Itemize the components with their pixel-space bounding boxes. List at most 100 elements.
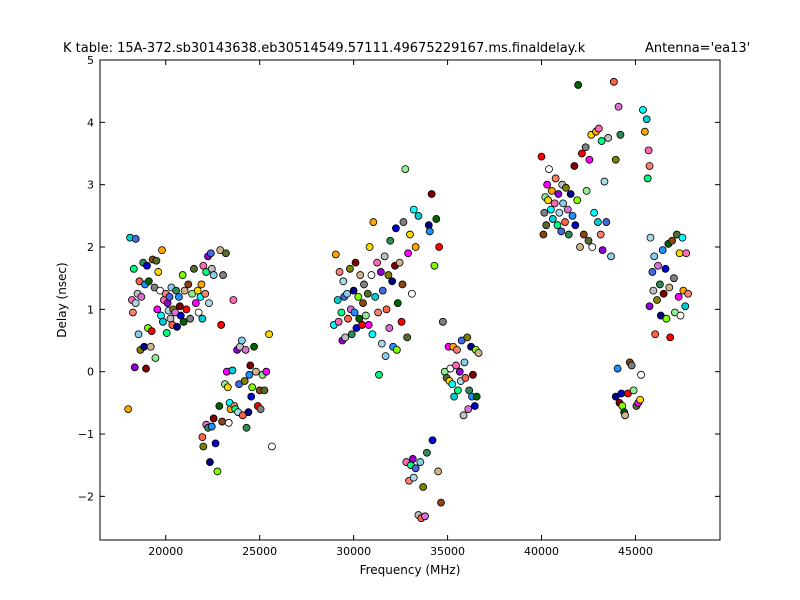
data-point [557, 227, 566, 236]
data-point [616, 130, 625, 139]
data-point [613, 364, 622, 373]
data-point [395, 258, 404, 267]
data-point [675, 249, 684, 258]
data-point [645, 302, 654, 311]
data-point [129, 264, 138, 273]
data-point [224, 418, 233, 427]
data-point [358, 321, 366, 329]
data-point [609, 77, 618, 86]
data-point [547, 187, 556, 195]
data-point [629, 386, 638, 395]
data-point [681, 302, 690, 311]
data-point [378, 286, 387, 295]
x-axis-label: Frequency (MHz) [360, 563, 461, 577]
data-point [335, 268, 344, 276]
data-point [199, 261, 208, 270]
data-point [421, 512, 429, 521]
data-point [244, 408, 253, 417]
data-point [437, 498, 445, 507]
data-point [582, 187, 591, 195]
plot-area [99, 59, 721, 541]
data-point [365, 243, 374, 251]
data-point [241, 345, 250, 354]
data-point [369, 218, 378, 226]
data-point [665, 283, 674, 292]
data-point [459, 411, 468, 420]
data-point [465, 386, 474, 395]
data-point [621, 411, 630, 420]
data-point [392, 345, 401, 354]
data-point [545, 165, 553, 173]
data-point [564, 230, 573, 239]
data-point [393, 299, 402, 308]
data-point [219, 271, 227, 279]
data-point [364, 321, 373, 329]
data-point [199, 442, 208, 451]
data-point [661, 264, 670, 273]
data-point [268, 442, 276, 451]
data-point [411, 464, 420, 473]
data-point [191, 299, 200, 308]
data-point [461, 374, 470, 382]
data-point [450, 392, 459, 401]
data-point [237, 336, 246, 345]
data-point [427, 190, 436, 198]
data-point [242, 423, 251, 432]
data-point [425, 227, 434, 236]
data-point [375, 370, 383, 379]
data-point [682, 249, 691, 258]
data-point [128, 308, 137, 317]
data-point [637, 370, 645, 379]
data-point [355, 314, 364, 323]
data-point [430, 261, 439, 270]
data-point [380, 252, 389, 261]
data-point [540, 208, 549, 217]
data-point [590, 208, 599, 217]
data-point [194, 308, 203, 317]
data-point [211, 439, 220, 448]
y-tick-label: 1 [87, 303, 94, 316]
data-point [596, 230, 605, 239]
data-point [388, 277, 397, 286]
data-point [588, 243, 597, 251]
data-point [548, 215, 557, 223]
data-point [221, 249, 230, 258]
data-point [172, 286, 180, 295]
data-point [262, 367, 271, 376]
data-point [539, 230, 548, 239]
data-point [648, 268, 657, 276]
data-point [607, 252, 615, 261]
y-tick-label: 0 [87, 366, 94, 379]
data-point [644, 146, 653, 155]
data-point [561, 218, 569, 226]
data-point [193, 286, 202, 295]
data-point [371, 292, 380, 301]
data-point [228, 366, 237, 375]
data-point [643, 174, 652, 183]
data-point [574, 81, 583, 89]
data-point [666, 333, 675, 342]
data-point [428, 436, 437, 445]
data-point [247, 392, 256, 401]
data-point [407, 289, 416, 298]
data-point [385, 324, 394, 332]
data-point [209, 414, 218, 423]
data-point [568, 211, 577, 220]
data-points [124, 77, 692, 523]
data-point [339, 277, 348, 286]
data-point [345, 264, 354, 273]
data-point [165, 292, 174, 301]
data-point [350, 308, 359, 317]
data-point [218, 417, 227, 426]
data-point [260, 386, 269, 395]
data-point [554, 190, 563, 198]
data-point [179, 317, 188, 326]
data-point [598, 246, 607, 255]
data-point [154, 268, 163, 276]
data-point [351, 258, 360, 267]
data-point [144, 277, 153, 286]
data-point [333, 296, 342, 304]
data-point [344, 314, 352, 323]
data-point [205, 299, 213, 308]
data-point [547, 205, 555, 214]
